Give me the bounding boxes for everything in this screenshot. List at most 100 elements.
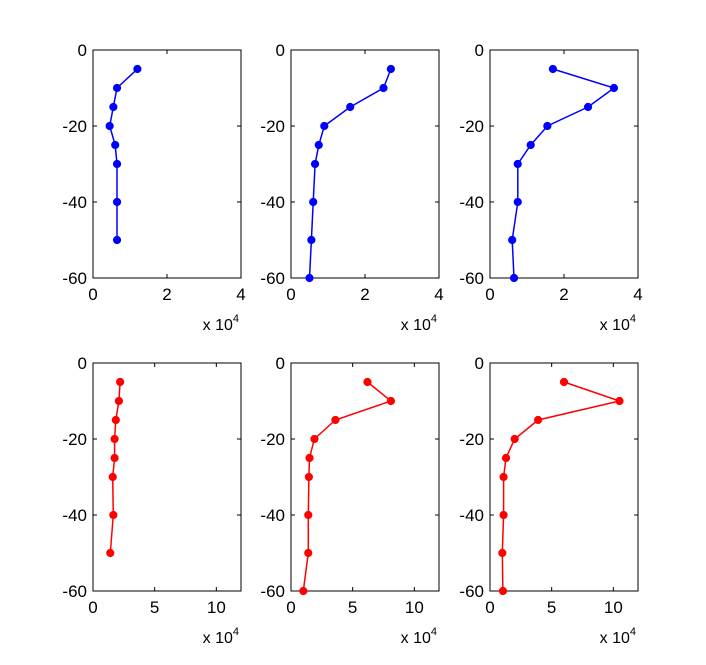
data-point (559, 377, 569, 387)
subplot-4: 0 5 10 0 -20 -40 -60 x 104 (62, 354, 242, 647)
y-tick-label: -20 (62, 430, 87, 449)
y-tick-label: -60 (260, 269, 285, 288)
subplot-3: 0 2 4 0 -20 -40 -60 x 104 (459, 41, 642, 334)
y-tick-label: -20 (260, 430, 285, 449)
x-tick-label: 10 (207, 598, 226, 617)
data-point (609, 83, 619, 93)
y-tick-label: -60 (62, 582, 87, 601)
x-tick-label: 0 (485, 285, 494, 304)
x-tick-label: 2 (360, 285, 369, 304)
data-point (112, 83, 122, 93)
y-tick-label: 0 (276, 354, 285, 373)
data-point (510, 434, 519, 444)
data-point (498, 548, 507, 558)
data-point (543, 121, 552, 131)
data-point (304, 472, 313, 482)
y-tick-label: 0 (475, 41, 484, 60)
data-point (310, 159, 320, 169)
series-line (501, 381, 623, 592)
data-point (109, 510, 118, 520)
data-point (109, 102, 118, 112)
x-tick-label: 5 (150, 598, 159, 617)
x-tick-label: 0 (286, 285, 295, 304)
y-tick-label: -60 (62, 269, 87, 288)
series-line (308, 68, 392, 279)
x-tick-label: 0 (286, 598, 295, 617)
data-point (307, 235, 316, 245)
data-point (498, 586, 508, 596)
data-point (133, 64, 142, 74)
data-point (108, 472, 117, 482)
data-point (114, 396, 124, 406)
data-point (112, 159, 122, 169)
data-point (106, 548, 115, 558)
data-point (309, 197, 318, 207)
data-point (299, 586, 308, 596)
axes-box (290, 362, 440, 592)
x-tick-label: 4 (633, 285, 642, 304)
x-multiplier-label: x 104 (401, 313, 437, 334)
data-point (513, 159, 522, 169)
data-point (110, 453, 119, 463)
y-tick-label: -60 (459, 582, 484, 601)
data-point (331, 415, 340, 425)
data-point (379, 83, 388, 93)
y-tick-label: -60 (459, 269, 484, 288)
data-point (314, 140, 323, 150)
data-point (583, 102, 593, 112)
y-tick-label: -20 (459, 430, 484, 449)
series-line (302, 381, 393, 592)
data-point (305, 453, 314, 463)
x-tick-label: 0 (485, 598, 494, 617)
data-point (112, 197, 122, 207)
x-tick-label: 5 (348, 598, 357, 617)
data-point (386, 396, 395, 406)
subplot-2: 0 2 4 0 -20 -40 -60 x 104 (260, 41, 443, 334)
data-point (310, 434, 319, 444)
data-point (548, 64, 558, 74)
x-tick-label: 5 (547, 598, 556, 617)
y-tick-label: -40 (62, 506, 87, 525)
x-multiplier-label: x 104 (203, 626, 239, 647)
data-point (112, 235, 122, 245)
subplot-5: 0 5 10 0 -20 -40 -60 x 104 (260, 354, 440, 647)
x-tick-label: 10 (405, 598, 424, 617)
x-tick-label: 0 (88, 598, 97, 617)
data-point (111, 140, 120, 150)
y-tick-label: 0 (78, 41, 87, 60)
data-point (346, 102, 355, 112)
y-tick-label: -20 (459, 117, 484, 136)
y-tick-label: -60 (260, 582, 285, 601)
data-point (320, 121, 329, 131)
series-line (511, 68, 616, 279)
x-multiplier-label: x 104 (203, 313, 239, 334)
y-tick-label: -40 (260, 193, 285, 212)
y-tick-label: -20 (260, 117, 285, 136)
y-tick-label: 0 (276, 41, 285, 60)
y-tick-label: -40 (260, 506, 285, 525)
data-point (304, 510, 313, 520)
x-tick-label: 0 (88, 285, 97, 304)
axes-box (92, 362, 242, 592)
x-tick-label: 4 (236, 285, 245, 304)
y-tick-label: -20 (62, 117, 87, 136)
data-point (111, 415, 120, 425)
axes-box (489, 362, 639, 592)
data-point (615, 396, 624, 406)
x-multiplier-label: x 104 (401, 626, 437, 647)
y-tick-label: 0 (78, 354, 87, 373)
data-point (526, 140, 535, 150)
data-point (508, 235, 517, 245)
data-point (116, 377, 125, 387)
subplot-6: 0 5 10 0 -20 -40 -60 x 104 (459, 354, 639, 647)
series-line (108, 68, 138, 240)
y-tick-label: -40 (459, 193, 484, 212)
data-point (499, 472, 508, 482)
subplot-1: 0 2 4 0 -20 -40 -60 x 104 (62, 41, 245, 334)
x-tick-label: 4 (434, 285, 443, 304)
x-tick-label: 2 (162, 285, 171, 304)
data-point (386, 64, 395, 74)
data-point (509, 273, 519, 283)
data-point (105, 121, 114, 131)
